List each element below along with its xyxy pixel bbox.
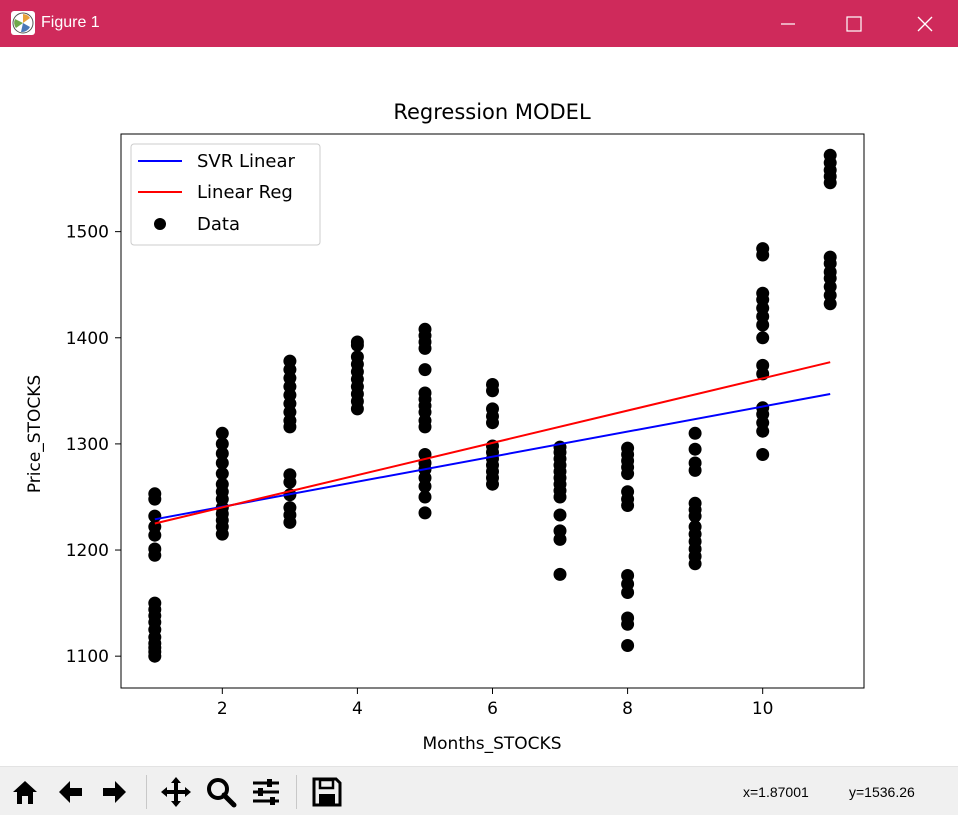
data-point <box>215 447 229 460</box>
close-button[interactable] <box>913 12 937 36</box>
data-point <box>486 378 499 391</box>
data-point <box>215 467 229 481</box>
regression-chart: 2 4 6 8 10 1100 1200 1300 1400 1500 Regression MO… <box>25 100 865 754</box>
y-axis-label: Price_STOCKS <box>25 375 45 493</box>
data-point <box>688 456 702 470</box>
data-point <box>756 401 770 415</box>
data-point <box>418 490 432 504</box>
data-point <box>756 358 770 372</box>
data-point <box>688 520 702 534</box>
save-button[interactable] <box>309 774 345 810</box>
legend-box <box>130 143 321 246</box>
configure-subplots-button[interactable] <box>248 774 284 810</box>
data-point <box>621 569 635 582</box>
matplotlib-app-icon <box>11 11 35 35</box>
x-tick-label: 2 <box>217 699 228 719</box>
data-point <box>215 426 229 440</box>
data-point <box>823 148 837 162</box>
x-tick-label: 8 <box>622 699 633 719</box>
data-point <box>350 335 364 349</box>
maximize-button[interactable] <box>842 12 866 36</box>
data-point <box>148 487 162 501</box>
legend-label-svr: SVR Linear <box>197 151 296 172</box>
data-point <box>553 524 567 538</box>
data-point <box>756 448 770 461</box>
forward-button[interactable] <box>97 774 133 810</box>
y-tick-label: 1500 <box>66 223 109 243</box>
data-point <box>621 441 635 455</box>
legend-label-linear: Linear Reg <box>197 182 293 203</box>
zoom-button[interactable] <box>203 774 239 810</box>
data-point <box>418 363 432 377</box>
data-point <box>350 350 364 364</box>
data-point <box>621 611 635 625</box>
x-axis-label: Months_STOCKS <box>422 734 561 754</box>
data-point <box>688 442 702 456</box>
forward-arrow-icon <box>103 781 126 803</box>
data-point <box>756 331 770 345</box>
x-tick-label: 4 <box>352 699 363 719</box>
configure-subplots-icon <box>253 779 279 805</box>
data-point <box>418 506 432 520</box>
data-point <box>688 496 702 510</box>
linear-reg-line <box>154 361 831 525</box>
data-point <box>418 322 432 336</box>
window-titlebar[interactable]: Figure 1 <box>0 0 958 47</box>
y-tick-label: 1100 <box>66 647 109 667</box>
data-point <box>283 354 297 368</box>
svr-linear-line <box>154 393 831 521</box>
data-point <box>486 402 499 416</box>
data-point <box>553 508 567 522</box>
legend: SVR Linear Linear Reg Data <box>130 143 321 246</box>
data-point <box>418 386 432 400</box>
data-point <box>621 639 635 652</box>
window-title: Figure 1 <box>41 14 100 31</box>
data-point <box>148 542 162 556</box>
save-icon <box>312 777 342 807</box>
navigation-toolbar: x=1.87001 y=1536.26 <box>0 766 958 815</box>
zoom-icon <box>207 778 237 808</box>
data-point <box>756 242 770 256</box>
home-button[interactable] <box>7 774 43 810</box>
home-icon <box>13 781 37 804</box>
pan-button[interactable] <box>158 774 194 810</box>
x-tick-label: 10 <box>752 699 774 719</box>
data-point <box>553 567 567 581</box>
data-point <box>621 485 635 499</box>
data-point <box>823 250 837 264</box>
x-coordinate-readout: x=1.87001 <box>743 784 809 800</box>
back-arrow-icon <box>59 781 82 803</box>
data-point <box>215 437 229 451</box>
data-point <box>283 468 297 482</box>
data-point <box>215 456 229 470</box>
data-point <box>688 426 702 440</box>
y-tick-label: 1200 <box>66 541 109 561</box>
figure-canvas[interactable]: 2 4 6 8 10 1100 1200 1300 1400 1500 Regression MO… <box>0 47 958 766</box>
back-button[interactable] <box>52 774 88 810</box>
y-tick-label: 1300 <box>66 435 109 455</box>
toolbar-separator <box>296 775 297 809</box>
data-point <box>215 477 229 491</box>
toolbar-separator <box>146 775 147 809</box>
y-coordinate-readout: y=1536.26 <box>849 784 915 800</box>
x-tick-label: 6 <box>487 699 498 719</box>
pan-icon <box>161 777 191 807</box>
legend-marker-data <box>154 218 166 230</box>
chart-title: Regression MODEL <box>393 100 591 124</box>
minimize-button[interactable] <box>775 12 799 36</box>
data-point <box>283 501 297 515</box>
legend-label-data: Data <box>197 214 240 235</box>
data-point <box>148 596 162 610</box>
data-point <box>756 286 770 300</box>
y-tick-label: 1400 <box>66 329 109 349</box>
data-point <box>148 509 162 523</box>
